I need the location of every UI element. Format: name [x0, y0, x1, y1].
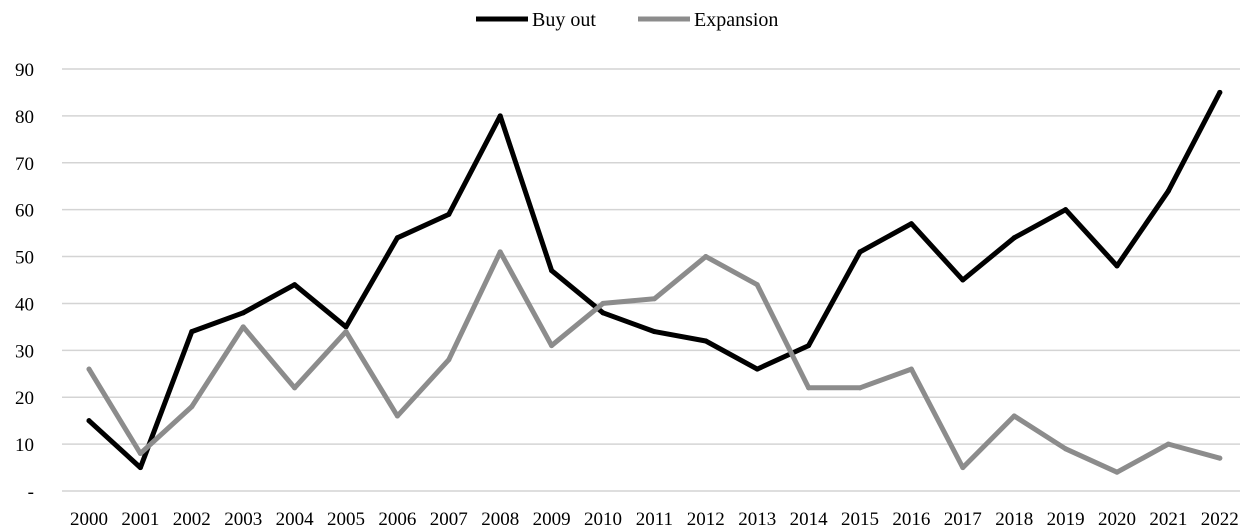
- x-axis-tick-labels: 2000 2001 2002 2003 2004 2005 2006 2007 2008 2009…: [70, 509, 1239, 530]
- data-point-expansion-2009: [549, 343, 555, 349]
- x-tick-label: 2013: [738, 509, 776, 530]
- data-point-expansion-2004: [292, 385, 298, 391]
- data-point-buy-out-2003: [240, 310, 246, 316]
- data-point-buy-out-2009: [549, 268, 555, 274]
- data-point-expansion-2003: [240, 324, 246, 330]
- legend: Buy out Expansion: [476, 9, 778, 31]
- y-tick-label: 90: [15, 60, 34, 81]
- data-point-buy-out-2021: [1165, 188, 1171, 194]
- data-point-buy-out-2001: [137, 465, 143, 471]
- x-tick-label: 2011: [636, 509, 673, 530]
- legend-label-buy-out: Buy out: [532, 9, 596, 31]
- data-point-buy-out-2005: [343, 324, 349, 330]
- data-point-expansion-2018: [1011, 413, 1017, 419]
- data-point-expansion-2021: [1165, 441, 1171, 447]
- data-point-buy-out-2000: [86, 418, 92, 424]
- y-tick-label: -: [28, 482, 34, 503]
- x-tick-label: 2006: [378, 509, 416, 530]
- data-point-expansion-2016: [908, 366, 914, 372]
- data-point-expansion-2019: [1063, 446, 1069, 452]
- y-tick-label: 80: [15, 107, 34, 128]
- x-tick-label: 2014: [790, 509, 829, 530]
- x-tick-label: 2005: [327, 509, 365, 530]
- data-point-buy-out-2017: [960, 277, 966, 283]
- series-lines: [86, 89, 1223, 475]
- data-point-buy-out-2016: [908, 221, 914, 227]
- data-point-expansion-2017: [960, 465, 966, 471]
- x-tick-label: 2012: [687, 509, 725, 530]
- data-point-expansion-2001: [137, 450, 143, 456]
- x-tick-label: 2004: [276, 509, 315, 530]
- data-point-expansion-2010: [600, 300, 606, 306]
- x-tick-label: 2003: [224, 509, 262, 530]
- x-tick-label: 2020: [1098, 509, 1136, 530]
- data-point-buy-out-2004: [292, 282, 298, 288]
- y-tick-label: 30: [15, 341, 34, 362]
- x-tick-label: 2007: [430, 509, 468, 530]
- data-point-buy-out-2022: [1217, 89, 1223, 95]
- data-point-expansion-2014: [806, 385, 812, 391]
- y-tick-label: 10: [15, 435, 34, 456]
- data-point-expansion-2007: [446, 357, 452, 363]
- y-tick-label: 20: [15, 388, 34, 409]
- x-tick-label: 2018: [995, 509, 1033, 530]
- data-point-expansion-2011: [651, 296, 657, 302]
- data-point-buy-out-2011: [651, 329, 657, 335]
- legend-label-expansion: Expansion: [694, 9, 778, 31]
- data-point-buy-out-2010: [600, 310, 606, 316]
- data-point-buy-out-2008: [497, 113, 503, 119]
- y-axis-tick-labels: - 10 20 30 40 50 60 70 80 90: [15, 60, 34, 503]
- y-tick-label: 50: [15, 248, 34, 269]
- data-point-expansion-2000: [86, 366, 92, 372]
- data-point-buy-out-2018: [1011, 235, 1017, 241]
- data-point-buy-out-2007: [446, 211, 452, 217]
- x-tick-label: 2001: [121, 509, 159, 530]
- data-point-buy-out-2002: [189, 329, 195, 335]
- data-point-buy-out-2012: [703, 338, 709, 344]
- data-point-expansion-2020: [1114, 469, 1120, 475]
- data-point-expansion-2005: [343, 329, 349, 335]
- x-tick-label: 2015: [841, 509, 879, 530]
- x-tick-label: 2019: [1047, 509, 1085, 530]
- y-tick-label: 40: [15, 294, 34, 315]
- y-gridlines: [62, 68, 1240, 492]
- x-tick-label: 2021: [1149, 509, 1187, 530]
- data-point-expansion-2006: [394, 413, 400, 419]
- data-point-expansion-2008: [497, 249, 503, 255]
- x-tick-label: 2000: [70, 509, 108, 530]
- x-tick-label: 2008: [481, 509, 519, 530]
- data-point-buy-out-2015: [857, 249, 863, 255]
- x-tick-label: 2016: [892, 509, 930, 530]
- x-tick-label: 2010: [584, 509, 622, 530]
- x-tick-label: 2002: [173, 509, 211, 530]
- x-tick-label: 2022: [1201, 509, 1239, 530]
- data-point-buy-out-2013: [754, 366, 760, 372]
- data-point-expansion-2002: [189, 404, 195, 410]
- series-line-buy-out: [86, 89, 1223, 471]
- data-point-buy-out-2019: [1063, 207, 1069, 213]
- x-tick-label: 2017: [944, 509, 982, 530]
- data-point-buy-out-2006: [394, 235, 400, 241]
- data-point-buy-out-2020: [1114, 263, 1120, 269]
- series-line-expansion: [86, 249, 1223, 475]
- y-tick-label: 70: [15, 154, 34, 175]
- data-point-expansion-2013: [754, 282, 760, 288]
- data-point-expansion-2012: [703, 254, 709, 260]
- data-point-expansion-2022: [1217, 455, 1223, 461]
- data-point-expansion-2015: [857, 385, 863, 391]
- y-tick-label: 60: [15, 201, 34, 222]
- data-point-buy-out-2014: [806, 343, 812, 349]
- x-tick-label: 2009: [533, 509, 571, 530]
